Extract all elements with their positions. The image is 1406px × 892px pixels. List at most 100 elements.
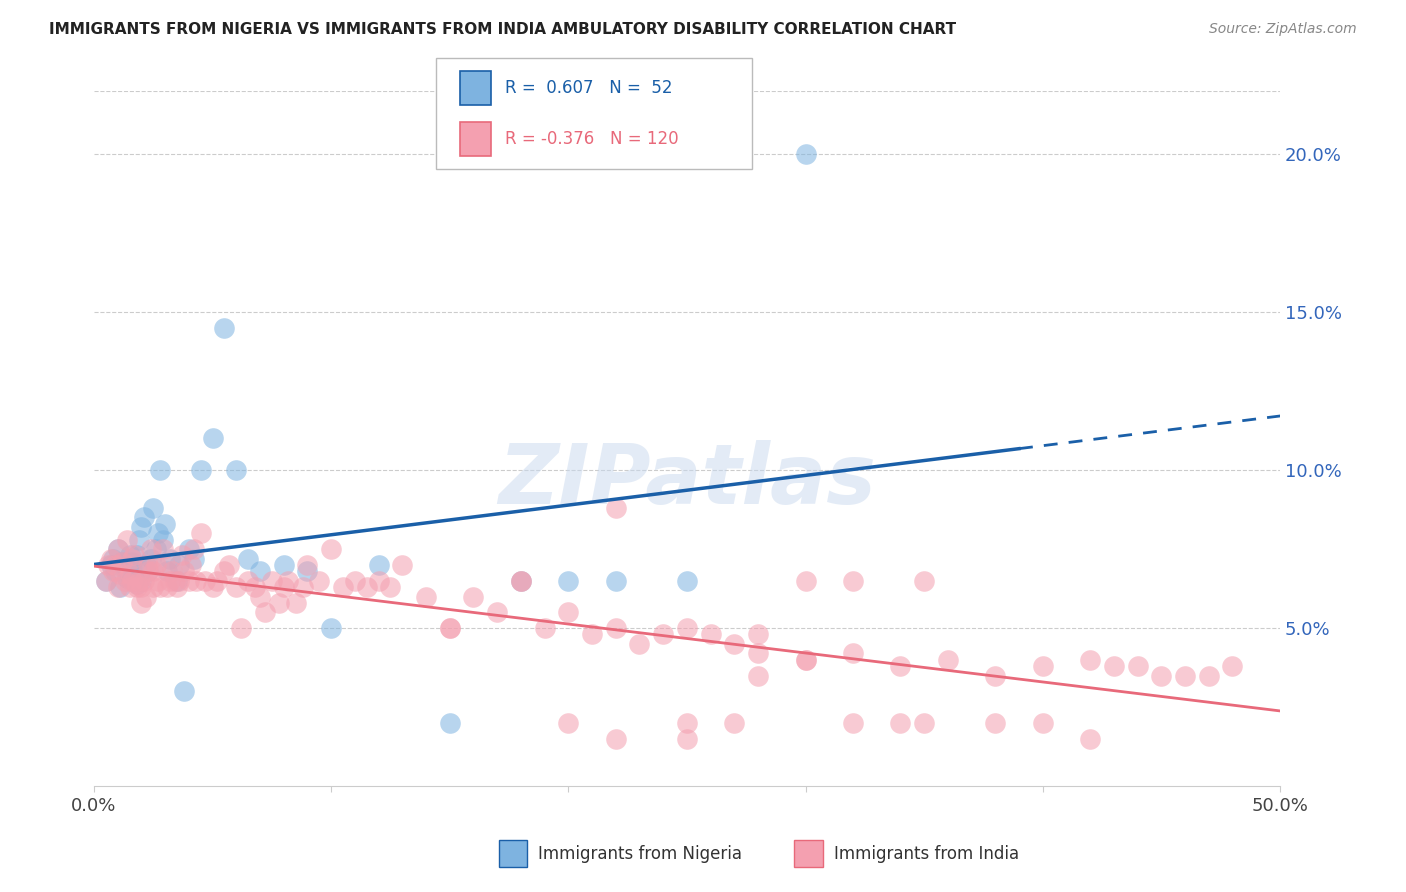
Point bbox=[173, 564, 195, 578]
Point bbox=[1032, 715, 1054, 730]
Point bbox=[225, 580, 247, 594]
Point bbox=[1078, 731, 1101, 746]
Point bbox=[912, 715, 935, 730]
Point bbox=[115, 570, 138, 584]
Point bbox=[132, 510, 155, 524]
Point bbox=[557, 715, 579, 730]
Point bbox=[984, 668, 1007, 682]
Point bbox=[218, 558, 240, 572]
Point bbox=[794, 653, 817, 667]
Point bbox=[184, 574, 207, 588]
Text: Source: ZipAtlas.com: Source: ZipAtlas.com bbox=[1209, 22, 1357, 37]
Point bbox=[118, 567, 141, 582]
Point bbox=[229, 621, 252, 635]
Point bbox=[380, 580, 402, 594]
Point bbox=[794, 574, 817, 588]
Point bbox=[291, 580, 314, 594]
Point bbox=[245, 580, 267, 594]
Point bbox=[114, 561, 136, 575]
Point bbox=[889, 715, 911, 730]
Text: ZIPatlas: ZIPatlas bbox=[498, 440, 876, 521]
Point bbox=[842, 715, 865, 730]
Point bbox=[439, 621, 461, 635]
Point bbox=[145, 558, 167, 572]
Point bbox=[273, 558, 295, 572]
Point bbox=[183, 551, 205, 566]
Point bbox=[842, 574, 865, 588]
Point bbox=[94, 574, 117, 588]
Point bbox=[533, 621, 555, 635]
Point bbox=[159, 551, 181, 566]
Point bbox=[343, 574, 366, 588]
Point bbox=[111, 555, 134, 569]
Point bbox=[747, 668, 769, 682]
Point bbox=[356, 580, 378, 594]
Point bbox=[108, 567, 131, 582]
Point bbox=[132, 574, 155, 588]
Point bbox=[152, 542, 174, 557]
Point bbox=[125, 580, 148, 594]
Point bbox=[142, 501, 165, 516]
Point bbox=[118, 567, 141, 582]
Point bbox=[104, 564, 127, 578]
Point bbox=[236, 551, 259, 566]
Point bbox=[509, 574, 531, 588]
Point bbox=[169, 574, 191, 588]
Point bbox=[145, 542, 167, 557]
Point bbox=[121, 574, 143, 588]
Point bbox=[676, 731, 699, 746]
Point bbox=[509, 574, 531, 588]
Point bbox=[169, 558, 191, 572]
Point bbox=[581, 627, 603, 641]
Point bbox=[253, 605, 276, 619]
Point bbox=[267, 596, 290, 610]
Point bbox=[236, 574, 259, 588]
Point bbox=[128, 574, 150, 588]
Point bbox=[321, 621, 343, 635]
Point bbox=[1222, 659, 1244, 673]
Point bbox=[139, 551, 162, 566]
Point bbox=[122, 570, 145, 584]
Point bbox=[170, 549, 193, 563]
Point bbox=[125, 577, 148, 591]
Point bbox=[676, 715, 699, 730]
Point bbox=[463, 590, 485, 604]
Point bbox=[121, 555, 143, 569]
Point bbox=[260, 574, 283, 588]
Point bbox=[122, 549, 145, 563]
Point bbox=[135, 558, 157, 572]
Point bbox=[1078, 653, 1101, 667]
Point bbox=[114, 574, 136, 588]
Point bbox=[284, 596, 307, 610]
Point bbox=[152, 533, 174, 547]
Point bbox=[131, 596, 153, 610]
Point bbox=[128, 533, 150, 547]
Point bbox=[153, 516, 176, 531]
Point bbox=[439, 621, 461, 635]
Point bbox=[214, 564, 236, 578]
Point bbox=[190, 526, 212, 541]
Point bbox=[249, 590, 271, 604]
Point bbox=[605, 621, 627, 635]
Point bbox=[557, 605, 579, 619]
Point bbox=[121, 561, 143, 575]
Point bbox=[1174, 668, 1197, 682]
Point bbox=[125, 577, 148, 591]
Point bbox=[131, 520, 153, 534]
Point bbox=[628, 637, 651, 651]
Point bbox=[699, 627, 721, 641]
Point bbox=[101, 551, 124, 566]
Point bbox=[936, 653, 959, 667]
Point bbox=[794, 147, 817, 161]
Point bbox=[131, 574, 153, 588]
Point bbox=[201, 580, 224, 594]
Text: Immigrants from Nigeria: Immigrants from Nigeria bbox=[538, 845, 742, 863]
Point bbox=[391, 558, 413, 572]
Point bbox=[297, 558, 319, 572]
Point bbox=[367, 558, 389, 572]
Point bbox=[605, 574, 627, 588]
Point bbox=[111, 555, 134, 569]
Point bbox=[94, 574, 117, 588]
Point bbox=[747, 627, 769, 641]
Text: R =  0.607   N =  52: R = 0.607 N = 52 bbox=[505, 79, 672, 97]
